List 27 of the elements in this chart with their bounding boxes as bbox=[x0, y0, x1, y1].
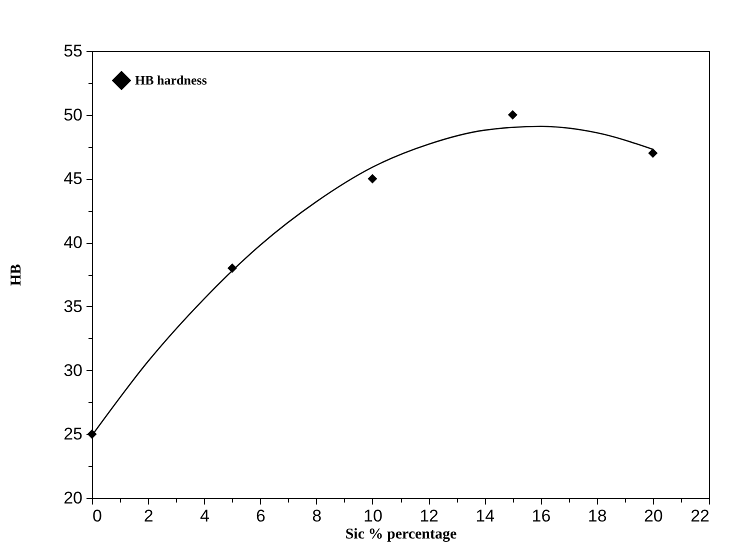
point bbox=[508, 110, 518, 120]
y-tick-label: 45 bbox=[64, 169, 82, 188]
x-tick-label: 18 bbox=[588, 506, 607, 526]
y-tick-label: 40 bbox=[64, 233, 82, 252]
point bbox=[227, 263, 237, 273]
x-tick-label: 12 bbox=[420, 506, 439, 526]
point bbox=[368, 174, 378, 184]
x-tick-label: 6 bbox=[256, 506, 266, 526]
x-tick-label: 2 bbox=[144, 506, 154, 526]
y-tick-label: 20 bbox=[64, 488, 82, 508]
x-tick-label: 14 bbox=[476, 506, 495, 526]
legend-label: HB hardness bbox=[135, 72, 207, 88]
y-tick-label: 25 bbox=[64, 424, 82, 444]
x-tick-label: 0 bbox=[92, 506, 102, 526]
x-tick-label: 16 bbox=[532, 506, 551, 526]
y-tick-label: 30 bbox=[64, 360, 82, 380]
point bbox=[648, 148, 658, 158]
y-tick-label: 50 bbox=[64, 105, 82, 124]
y-tick-label: 55 bbox=[64, 42, 82, 60]
x-tick-label: 10 bbox=[363, 506, 382, 526]
x-tick-label: 20 bbox=[644, 506, 663, 526]
x-tick-label: 4 bbox=[200, 506, 210, 526]
y-axis-title: HB bbox=[8, 264, 25, 286]
x-axis-title: Sic % percentage bbox=[345, 526, 458, 542]
x-tick-label: 22 bbox=[690, 506, 710, 526]
x-tick-label: 8 bbox=[312, 506, 322, 526]
y-tick-label: 35 bbox=[64, 296, 82, 316]
